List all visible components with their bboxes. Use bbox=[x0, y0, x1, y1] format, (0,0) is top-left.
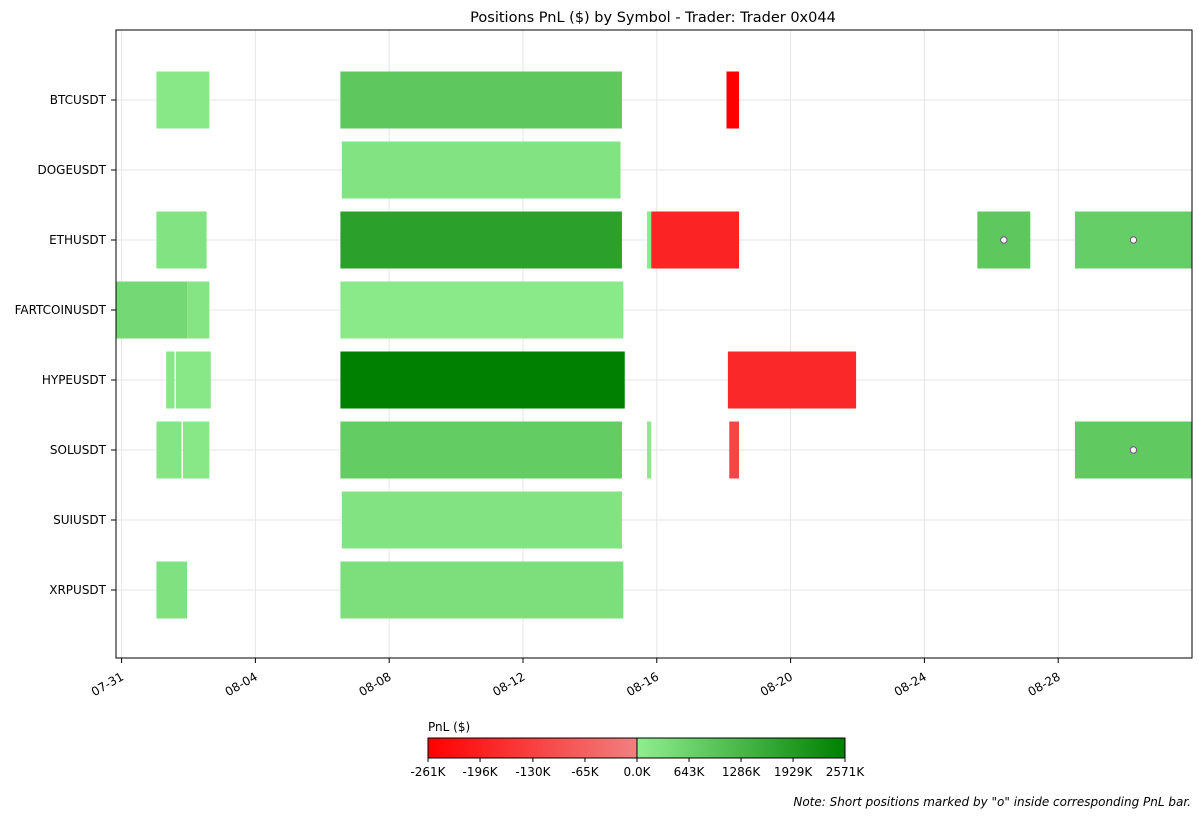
chart-title: Positions PnL ($) by Symbol - Trader: Tr… bbox=[470, 10, 836, 26]
x-tick-label: 08-24 bbox=[892, 669, 929, 699]
y-tick-label: ETHUSDT bbox=[49, 233, 107, 247]
x-tick-label: 08-08 bbox=[356, 669, 393, 699]
pnl-bar bbox=[341, 491, 622, 549]
colorbar-tick-label: -196K bbox=[462, 765, 498, 779]
x-tick-label: 08-20 bbox=[758, 669, 795, 699]
pnl-bar bbox=[341, 141, 621, 199]
x-tick-label: 08-04 bbox=[223, 669, 260, 699]
pnl-bar bbox=[340, 211, 622, 269]
colorbar-tick-label: 1286K bbox=[722, 765, 762, 779]
colorbar-positive bbox=[637, 738, 845, 758]
pnl-bar bbox=[156, 71, 210, 129]
short-note: Note: Short positions marked by "o" insi… bbox=[793, 795, 1191, 809]
colorbar-tick-label: -130K bbox=[515, 765, 551, 779]
pnl-bar bbox=[116, 281, 188, 339]
colorbar-tick-label: 1929K bbox=[774, 765, 814, 779]
y-tick-label: SOLUSDT bbox=[50, 443, 107, 457]
pnl-bar bbox=[340, 561, 624, 619]
pnl-bar bbox=[729, 421, 740, 479]
x-tick-label: 08-28 bbox=[1025, 669, 1062, 699]
pnl-bar bbox=[340, 281, 624, 339]
x-tick-label: 08-12 bbox=[490, 669, 527, 699]
y-tick-label: DOGEUSDT bbox=[37, 163, 106, 177]
x-axis: 07-31 08-04 08-08 08-12 08-16 08-20 08-24 08-28 bbox=[89, 658, 1063, 699]
pnl-bar bbox=[647, 421, 652, 479]
colorbar-tick-label: -261K bbox=[410, 765, 446, 779]
y-tick-label: BTCUSDT bbox=[50, 93, 107, 107]
grid-lines bbox=[116, 30, 1192, 658]
pnl-bar bbox=[175, 351, 211, 409]
y-tick-label: FARTCOINUSDT bbox=[15, 303, 107, 317]
colorbar-tick-label: 643K bbox=[674, 765, 706, 779]
colorbar-negative bbox=[428, 738, 637, 758]
short-marker bbox=[1000, 236, 1008, 244]
pnl-bar bbox=[727, 351, 857, 409]
colorbar-tick-label: -65K bbox=[571, 765, 600, 779]
short-marker bbox=[1129, 236, 1138, 244]
x-tick-label: 08-16 bbox=[624, 669, 661, 699]
x-tick-label: 07-31 bbox=[89, 669, 126, 699]
pnl-bar bbox=[647, 211, 652, 269]
colorbar-tick-label: 0.0K bbox=[624, 765, 652, 779]
pnl-bar bbox=[187, 281, 210, 339]
pnl-bar bbox=[651, 211, 740, 269]
plot-frame bbox=[115, 29, 1193, 659]
pnl-bar bbox=[156, 211, 207, 269]
y-tick-label: SUIUSDT bbox=[53, 513, 107, 527]
colorbar: PnL ($) -261K -196K -130K -65K 0.0K 643K 1286K… bbox=[410, 720, 865, 779]
pnl-bar bbox=[726, 71, 740, 129]
pnl-bar bbox=[340, 71, 622, 129]
short-marker bbox=[1129, 446, 1138, 454]
y-tick-label: XRPUSDT bbox=[49, 583, 106, 597]
colorbar-label: PnL ($) bbox=[428, 720, 470, 734]
pnl-bars bbox=[116, 71, 1192, 619]
pnl-bar bbox=[182, 421, 210, 479]
pnl-bar bbox=[156, 421, 182, 479]
pnl-bar bbox=[156, 561, 188, 619]
pnl-bar bbox=[166, 351, 175, 409]
short-markers bbox=[1000, 236, 1138, 454]
y-tick-label: HYPEUSDT bbox=[42, 373, 107, 387]
colorbar-tick-label: 2571K bbox=[826, 765, 866, 779]
pnl-bar bbox=[340, 351, 625, 409]
pnl-bar bbox=[340, 421, 622, 479]
y-axis: BTCUSDT DOGEUSDT ETHUSDT FARTCOINUSDT HYPEUS… bbox=[15, 93, 116, 597]
